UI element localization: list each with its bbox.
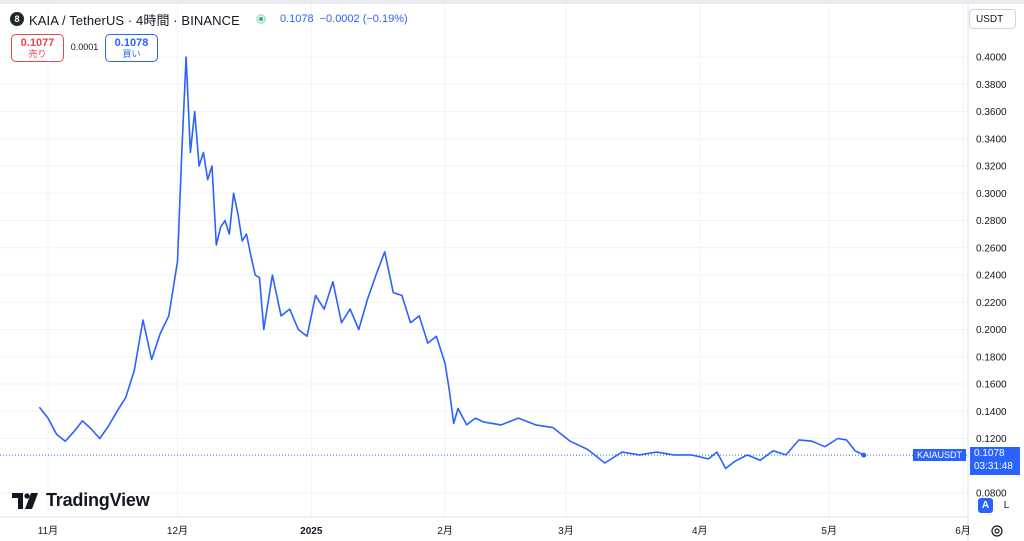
symbol-tag: KAIAUSDT bbox=[913, 449, 966, 461]
y-tick-label: 0.3400 bbox=[976, 134, 1007, 145]
kaia-logo-icon: 8 bbox=[10, 12, 24, 26]
x-tick-label: 4月 bbox=[692, 525, 708, 537]
chart-header: 8 KAIA / TetherUS · 4時間 · BINANCE 0.1078… bbox=[10, 10, 408, 28]
spread-value: 0.0001 bbox=[70, 42, 99, 52]
last-price-tag: 0.1078 03:31:48 bbox=[970, 447, 1020, 475]
y-tick-label: 0.1200 bbox=[976, 434, 1007, 445]
price-change: −0.0002 (−0.19%) bbox=[319, 13, 408, 25]
last-price: 0.1078 bbox=[279, 13, 314, 25]
tradingview-wordmark: TradingView bbox=[46, 490, 150, 510]
symbol-title[interactable]: KAIA / TetherUS · 4時間 · BINANCE bbox=[29, 12, 240, 28]
buy-price: 0.1078 bbox=[114, 36, 149, 49]
price-chart[interactable]: 0.4000 0.3800 0.3600 0.3400 0.3200 0.3000 0.28… bbox=[0, 4, 1024, 541]
buy-button[interactable]: 0.1078 買い bbox=[105, 34, 158, 62]
y-tick-label: 0.1400 bbox=[976, 407, 1007, 418]
x-tick-label: 3月 bbox=[558, 525, 574, 537]
time-axis: 11月 12月 2025 2月 3月 4月 5月 6月 bbox=[38, 525, 971, 537]
x-tick-label: 12月 bbox=[167, 525, 188, 537]
last-price-dot bbox=[861, 452, 867, 458]
log-scale-button[interactable]: L bbox=[1003, 500, 1010, 511]
settings-gear-icon[interactable] bbox=[990, 524, 1004, 538]
bar-countdown: 03:31:48 bbox=[974, 461, 1013, 472]
y-tick-label: 0.1600 bbox=[976, 380, 1007, 391]
x-tick-label: 5月 bbox=[821, 525, 837, 537]
y-tick-label: 0.3200 bbox=[976, 162, 1007, 173]
y-tick-label: 0.2200 bbox=[976, 298, 1007, 309]
market-status-icon[interactable] bbox=[255, 14, 266, 24]
x-tick-label: 11月 bbox=[38, 525, 58, 537]
x-tick-label: 2025 bbox=[300, 526, 323, 537]
tradingview-brand[interactable]: TradingView bbox=[12, 490, 150, 511]
y-tick-label: 0.3600 bbox=[976, 107, 1007, 118]
price-axis: 0.4000 0.3800 0.3600 0.3400 0.3200 0.3000 0.28… bbox=[976, 53, 1007, 500]
y-tick-label: 0.2800 bbox=[976, 216, 1007, 227]
auto-scale-button[interactable]: A bbox=[978, 498, 993, 513]
currency-selector[interactable]: USDT bbox=[969, 9, 1016, 29]
grid-lines bbox=[0, 4, 968, 517]
y-tick-label: 0.2000 bbox=[976, 325, 1007, 336]
y-tick-label: 0.2400 bbox=[976, 271, 1007, 282]
y-tick-label: 0.1800 bbox=[976, 352, 1007, 363]
y-tick-label: 0.3800 bbox=[976, 80, 1007, 91]
price-series-line bbox=[38, 56, 865, 470]
x-tick-label: 2月 bbox=[437, 525, 453, 537]
buy-label: 買い bbox=[122, 48, 141, 59]
sell-button[interactable]: 0.1077 売り bbox=[11, 34, 64, 62]
y-tick-label: 0.3000 bbox=[976, 189, 1007, 200]
sell-label: 売り bbox=[28, 48, 47, 59]
y-tick-label: 0.0800 bbox=[976, 489, 1007, 500]
sell-price: 0.1077 bbox=[20, 36, 55, 49]
tradingview-logo-icon bbox=[12, 492, 38, 509]
x-tick-label: 6月 bbox=[955, 525, 971, 537]
y-tick-label: 0.4000 bbox=[976, 53, 1007, 64]
last-price-tag-value: 0.1078 bbox=[974, 448, 1005, 459]
y-tick-label: 0.2600 bbox=[976, 243, 1007, 254]
top-border bbox=[0, 0, 1024, 4]
